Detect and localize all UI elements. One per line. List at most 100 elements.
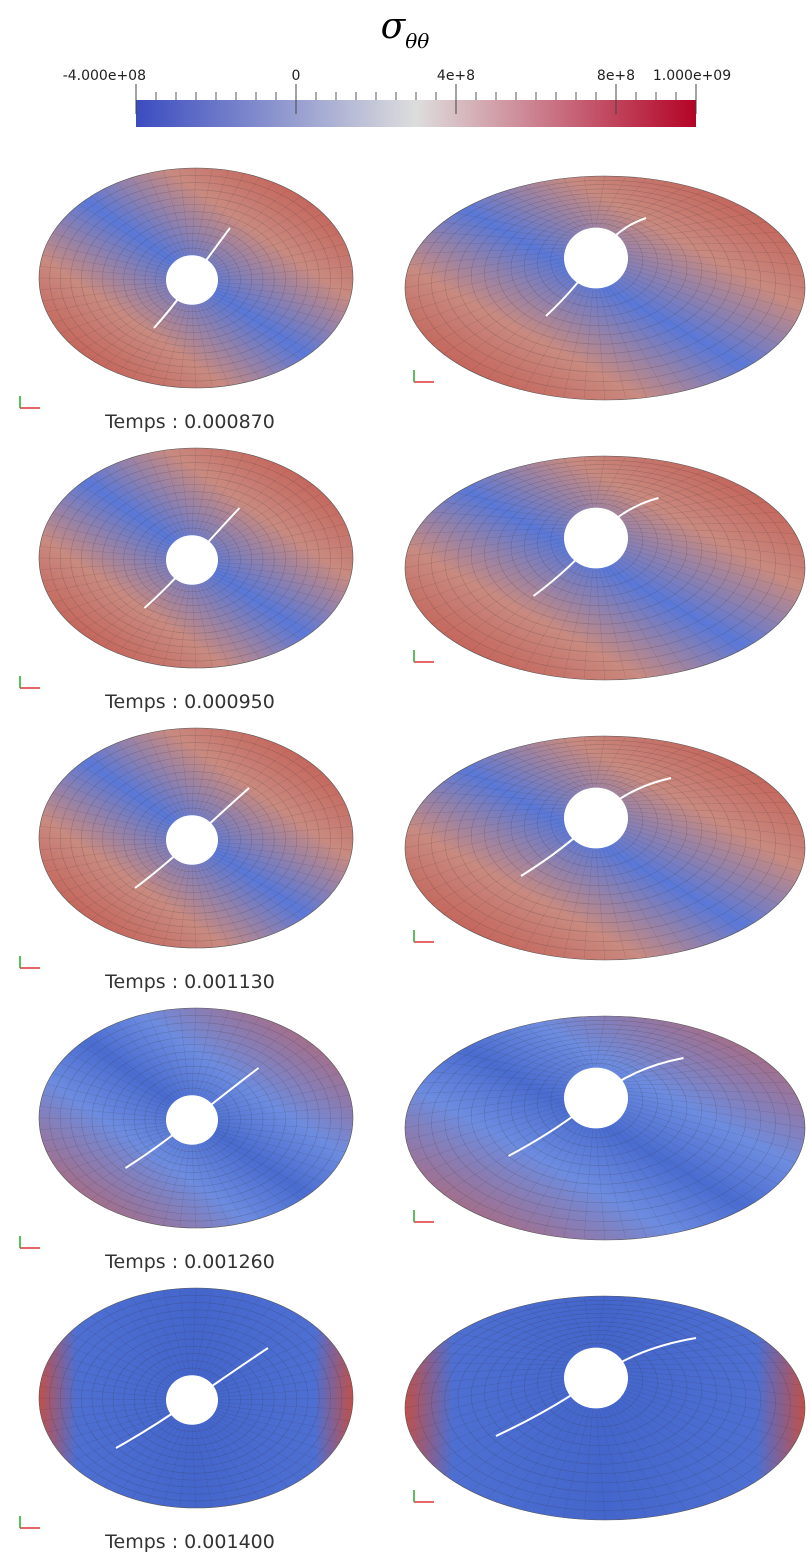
mesh-spoke	[90, 1419, 175, 1480]
mesh-spoke	[179, 728, 190, 815]
mesh-spoke	[197, 1010, 229, 1095]
mesh-spoke	[595, 289, 606, 401]
mesh-ring	[144, 1080, 241, 1159]
mesh-spoke	[456, 559, 573, 644]
mesh-spoke	[42, 1094, 167, 1115]
mesh-ring	[550, 502, 644, 578]
title-symbol: σ	[381, 6, 407, 47]
mesh-spoke	[46, 287, 168, 313]
mesh-spoke	[406, 254, 565, 277]
mesh-spoke	[147, 1144, 185, 1223]
mesh-spoke	[217, 1386, 353, 1398]
mesh-spoke	[42, 1374, 167, 1395]
mesh-spoke	[625, 1362, 788, 1366]
mesh-spoke	[456, 1119, 573, 1204]
mesh-spoke	[217, 1405, 350, 1422]
mesh-spoke	[179, 305, 190, 388]
mesh-spoke	[163, 1010, 187, 1095]
mesh-ring	[155, 1367, 230, 1432]
mesh-spoke	[117, 1142, 180, 1214]
mesh-spoke	[39, 266, 167, 278]
mesh-spoke	[523, 185, 584, 229]
mesh-spoke	[147, 453, 185, 536]
mesh-ring	[444, 1308, 762, 1493]
mesh-spoke	[623, 1351, 779, 1363]
mesh-spoke	[42, 565, 167, 582]
mesh-spoke	[52, 1130, 169, 1163]
mesh-spoke	[627, 251, 801, 265]
mesh-spoke	[52, 233, 169, 270]
mesh-spoke	[504, 470, 581, 511]
mesh-spoke	[215, 1073, 340, 1110]
mesh-spoke	[211, 297, 313, 352]
mesh-spoke	[523, 567, 584, 671]
mesh-spoke	[147, 864, 185, 943]
mesh-spoke	[214, 782, 333, 828]
mesh-spoke	[52, 850, 169, 883]
mesh-spoke	[216, 1363, 346, 1393]
mesh-spoke	[217, 277, 354, 281]
mesh-spoke	[204, 1022, 275, 1098]
mesh-spoke	[599, 289, 627, 400]
mesh-spoke	[602, 1129, 647, 1238]
mesh-spoke	[217, 1117, 354, 1121]
mesh-ring	[417, 1300, 791, 1512]
mesh-spoke	[204, 1422, 275, 1494]
mesh-spoke	[599, 1296, 627, 1347]
mesh-spoke	[627, 814, 804, 837]
time-label: Temps : 0.000870	[104, 411, 275, 433]
mesh-ring	[123, 1065, 264, 1173]
mesh-spoke	[626, 1387, 796, 1443]
mesh-spoke	[147, 733, 185, 816]
mesh-spoke	[406, 1101, 565, 1140]
mesh-spoke	[414, 1387, 566, 1443]
mesh-ring	[133, 1353, 253, 1446]
mesh-spoke	[216, 243, 346, 273]
mesh-spoke	[625, 270, 788, 334]
mesh-spoke	[194, 448, 213, 535]
mesh-spoke	[456, 1052, 573, 1077]
mesh-spoke	[523, 1127, 584, 1231]
time-label: Temps : 0.001400	[104, 1531, 275, 1553]
mesh-spoke	[409, 251, 565, 265]
mesh-ring	[49, 174, 343, 382]
mesh-spoke	[542, 1128, 587, 1235]
mesh-spoke	[147, 173, 185, 256]
mesh-spoke	[215, 1130, 340, 1163]
mesh-spoke	[608, 1305, 687, 1349]
mesh-spoke	[409, 1104, 565, 1152]
mesh-spoke	[595, 1129, 606, 1241]
mesh-spoke	[471, 1401, 575, 1492]
mesh-spoke	[204, 742, 275, 818]
mesh-spoke	[608, 185, 687, 229]
mesh-spoke	[583, 569, 593, 680]
mesh-spoke	[608, 1407, 687, 1511]
mesh-ring	[112, 1058, 275, 1180]
mesh-spoke	[422, 802, 567, 806]
mesh-spoke	[471, 204, 575, 235]
mesh-spoke	[443, 556, 571, 635]
mesh-ring	[102, 1331, 286, 1467]
mesh-spoke	[211, 1417, 313, 1472]
mesh-spoke	[68, 575, 172, 623]
mesh-spoke	[626, 827, 796, 883]
mesh-spoke	[46, 1083, 168, 1113]
mesh-spoke	[431, 1113, 569, 1185]
mesh-spoke	[443, 276, 571, 355]
mesh-spoke	[117, 1302, 180, 1378]
mesh-spoke	[211, 1044, 313, 1103]
mesh-spoke	[619, 212, 754, 237]
mesh-spoke	[147, 304, 185, 383]
mesh-spoke	[207, 1420, 289, 1488]
mesh-spoke	[39, 1122, 167, 1130]
mesh-spoke	[626, 1087, 796, 1094]
mesh-spoke	[627, 534, 804, 557]
mesh-spoke	[595, 735, 606, 787]
mesh-spoke	[614, 477, 723, 513]
mesh-spoke	[209, 579, 302, 640]
mesh-spoke	[563, 1129, 590, 1238]
mesh-spoke	[103, 580, 177, 648]
mesh-ring	[537, 498, 658, 588]
mesh-spoke	[131, 1143, 182, 1219]
mesh-spoke	[211, 764, 313, 823]
